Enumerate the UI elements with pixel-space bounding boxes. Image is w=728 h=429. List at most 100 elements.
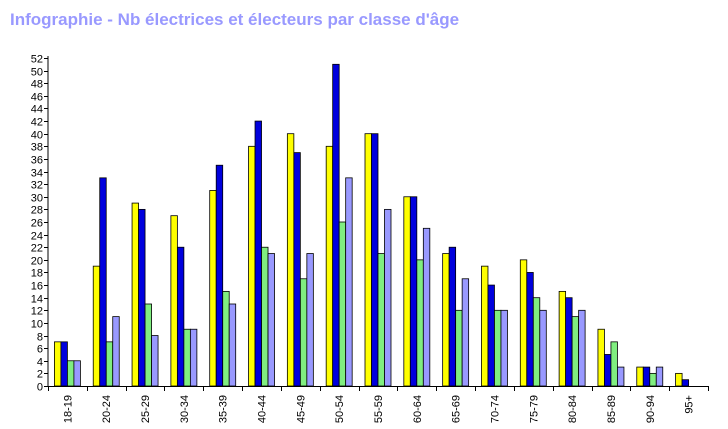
x-axis: 18-19 20-24 25-29 30-34 35-39 40-44 45-49 50-54… [48, 386, 709, 423]
y-tick-label: 34 [31, 168, 43, 180]
bar [228, 303, 237, 387]
x-tick-label: 30-34 [179, 395, 191, 423]
bar [416, 259, 424, 387]
y-tick-label: 28 [31, 205, 43, 217]
bar [151, 335, 159, 387]
bar [519, 259, 528, 387]
chart-title: Infographie - Nb électrices et électeurs… [10, 10, 460, 29]
bar [610, 341, 618, 387]
bar [345, 177, 353, 387]
bar [254, 120, 262, 387]
bar [364, 133, 372, 387]
bar [112, 316, 120, 387]
bar [649, 372, 657, 387]
bar [403, 196, 411, 387]
bar [60, 341, 68, 387]
bar [325, 145, 334, 387]
bar [248, 145, 256, 387]
y-tick-label: 38 [31, 142, 43, 154]
y-tick-label: 32 [31, 180, 43, 192]
y-tick-label: 0 [37, 382, 43, 394]
bar [487, 284, 495, 387]
bar [138, 208, 146, 387]
bar [636, 366, 644, 387]
bar [183, 328, 191, 387]
x-tick-label: 55-59 [373, 395, 385, 423]
y-tick-label: 48 [31, 79, 43, 91]
y-tick-label: 10 [31, 319, 43, 331]
bar [409, 196, 418, 387]
bar [299, 278, 308, 387]
x-tick-label: 18-19 [62, 395, 74, 423]
y-tick-label: 26 [31, 218, 43, 230]
bar [461, 278, 470, 387]
x-tick-label: 65-69 [451, 395, 463, 423]
x-tick-label: 25-29 [140, 395, 152, 423]
x-tick-label: 90-94 [645, 395, 657, 423]
x-tick-label: 40-44 [257, 395, 269, 423]
bars [54, 63, 689, 387]
bar [144, 303, 152, 387]
y-tick-label: 36 [31, 155, 43, 167]
y-tick-label: 52 [31, 54, 43, 66]
bar [597, 328, 605, 387]
bar [261, 246, 269, 387]
bar [293, 152, 301, 387]
y-tick-label: 44 [31, 104, 43, 116]
bar [286, 133, 295, 387]
bar [642, 366, 651, 387]
bar [384, 208, 392, 387]
bar [189, 328, 198, 387]
bar [448, 246, 457, 387]
bar [481, 265, 489, 387]
bar [526, 272, 534, 387]
x-tick-label: 60-64 [412, 395, 424, 423]
y-axis: 0246810121416182022242628303234363840424… [31, 54, 49, 394]
x-tick-label: 35-39 [218, 395, 230, 423]
bar [267, 253, 275, 387]
y-tick-label: 16 [31, 281, 43, 293]
bar [565, 297, 573, 387]
bar [338, 221, 347, 387]
bar [176, 246, 185, 387]
x-tick-label: 80-84 [567, 395, 579, 423]
bar [170, 215, 178, 387]
bar [73, 360, 81, 387]
bar [442, 253, 450, 387]
x-tick-label: 75-79 [528, 395, 540, 423]
y-tick-label: 42 [31, 117, 43, 129]
bar [422, 227, 431, 387]
bar [371, 133, 379, 387]
bar [675, 372, 683, 387]
bar [681, 379, 689, 387]
bar [500, 309, 508, 387]
bar [532, 297, 541, 387]
bar [131, 202, 139, 387]
x-tick-label: 50-54 [334, 395, 346, 423]
bar [92, 265, 101, 387]
bar [617, 366, 625, 387]
bar [377, 253, 385, 387]
bar [332, 63, 340, 387]
bar [558, 290, 567, 387]
y-tick-label: 24 [31, 231, 43, 243]
y-tick-label: 20 [31, 256, 43, 268]
bar [54, 341, 62, 387]
bar [67, 360, 75, 387]
bar [215, 164, 224, 387]
y-tick-label: 30 [31, 193, 43, 205]
bar [105, 341, 114, 387]
x-tick-label: 20-24 [101, 395, 113, 423]
y-tick-label: 6 [37, 344, 43, 356]
y-tick-label: 8 [37, 332, 43, 344]
x-tick-label: 85-89 [606, 395, 618, 423]
bar [571, 316, 580, 387]
y-tick-label: 40 [31, 130, 43, 142]
y-tick-label: 46 [31, 92, 43, 104]
bar [306, 253, 314, 387]
bar [455, 309, 463, 387]
x-tick-label: 45-49 [295, 395, 307, 423]
bar [655, 366, 664, 387]
bar [539, 309, 547, 387]
